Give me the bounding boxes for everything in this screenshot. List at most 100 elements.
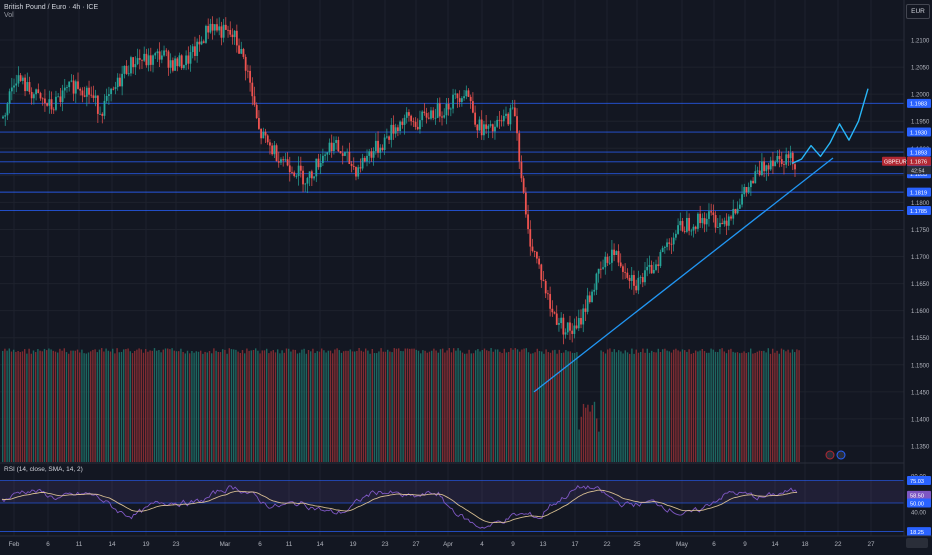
volume-bar bbox=[420, 353, 422, 462]
candle-body bbox=[81, 90, 84, 96]
candle-body bbox=[61, 90, 64, 103]
volume-bar bbox=[59, 348, 61, 462]
candle-body bbox=[586, 295, 589, 312]
candle-body bbox=[385, 136, 388, 138]
candle-body bbox=[213, 24, 216, 31]
candle-body bbox=[143, 53, 146, 61]
volume-bar bbox=[576, 352, 578, 462]
volume-bar bbox=[6, 350, 8, 462]
volume-bar bbox=[455, 350, 457, 462]
volume-bar bbox=[776, 350, 778, 462]
event-icon[interactable] bbox=[836, 450, 846, 460]
volume-bar bbox=[486, 350, 488, 462]
candle-body bbox=[538, 258, 540, 265]
candle-body bbox=[17, 75, 20, 84]
volume-bar bbox=[684, 350, 686, 462]
candle-body bbox=[24, 77, 26, 92]
volume-bar bbox=[587, 404, 589, 462]
candle-body bbox=[703, 218, 706, 225]
price-tick-label: 1.1400 bbox=[911, 417, 930, 423]
candle-body bbox=[224, 24, 227, 30]
volume-bar bbox=[653, 352, 655, 462]
candle-body bbox=[341, 153, 344, 156]
volume-bar bbox=[272, 350, 274, 462]
volume-bar bbox=[492, 351, 494, 462]
volume-bar bbox=[43, 348, 46, 462]
volume-bar bbox=[728, 349, 730, 462]
volume-bar bbox=[365, 348, 367, 462]
candle-body bbox=[480, 119, 483, 136]
candle-body bbox=[560, 317, 563, 324]
volume-bar bbox=[296, 353, 299, 462]
candle-body bbox=[483, 124, 485, 136]
candle-body bbox=[650, 264, 653, 274]
candle-body bbox=[674, 233, 677, 238]
volume-bar bbox=[39, 350, 41, 462]
candle-body bbox=[690, 230, 693, 232]
candle-body bbox=[666, 242, 668, 247]
volume-bar bbox=[772, 348, 774, 462]
volume-bar bbox=[189, 353, 191, 462]
volume-bar bbox=[538, 351, 541, 462]
volume-bar bbox=[424, 350, 426, 462]
candle-body bbox=[745, 186, 748, 193]
candle-body bbox=[608, 262, 611, 264]
alert-icon[interactable] bbox=[825, 450, 835, 460]
candle-body bbox=[511, 107, 514, 109]
volume-label: Vol bbox=[4, 12, 14, 19]
volume-bar bbox=[283, 352, 285, 462]
price-tick-label: 1.1800 bbox=[911, 201, 930, 207]
candle-body bbox=[535, 251, 538, 259]
candle-body bbox=[138, 58, 141, 60]
level-badge-label: 1.1853 bbox=[910, 172, 927, 178]
candle-body bbox=[55, 96, 57, 110]
volume-bar bbox=[736, 352, 739, 462]
candle-body bbox=[498, 119, 501, 121]
volume-bar bbox=[536, 348, 538, 462]
rsi-band bbox=[0, 480, 904, 503]
candle-body bbox=[52, 109, 55, 111]
volume-bar bbox=[668, 351, 670, 462]
volume-bar bbox=[701, 349, 703, 462]
volume-bar bbox=[615, 352, 618, 462]
volume-bar bbox=[116, 348, 118, 462]
candle-body bbox=[233, 30, 236, 38]
volume-bar bbox=[703, 351, 706, 462]
volume-bar bbox=[417, 350, 420, 462]
candle-body bbox=[149, 55, 152, 65]
volume-bar bbox=[63, 348, 65, 462]
volume-bar bbox=[666, 350, 668, 462]
projection-path[interactable] bbox=[791, 88, 869, 165]
candle-body bbox=[785, 154, 788, 165]
price-tick-label: 1.2050 bbox=[911, 66, 930, 72]
symbol-badge[interactable] bbox=[882, 156, 906, 166]
trendline[interactable] bbox=[533, 157, 834, 393]
candle-body bbox=[273, 145, 276, 155]
candle-body bbox=[121, 73, 124, 87]
volume-bar bbox=[620, 351, 622, 462]
candle-body bbox=[776, 155, 779, 162]
level-badge-label: 1.1893 bbox=[910, 150, 927, 156]
time-axis-label: 6 bbox=[258, 541, 262, 548]
candle-body bbox=[551, 308, 554, 313]
volume-bar bbox=[290, 351, 292, 462]
candle-body bbox=[284, 159, 287, 161]
volume-bar bbox=[582, 403, 585, 462]
candle-body bbox=[310, 171, 313, 179]
settings-icon[interactable] bbox=[906, 538, 928, 548]
candle-body bbox=[280, 159, 282, 163]
candle-body bbox=[602, 267, 604, 269]
level-badge-label: 1.1930 bbox=[910, 130, 927, 136]
volume-bar bbox=[305, 353, 307, 462]
candle-body bbox=[103, 100, 106, 116]
candle-body bbox=[119, 77, 121, 87]
volume-bar bbox=[402, 351, 404, 462]
candle-body bbox=[502, 115, 505, 122]
time-axis-label: 23 bbox=[172, 541, 180, 548]
volume-bar bbox=[413, 348, 415, 462]
currency-button[interactable]: EUR bbox=[906, 4, 930, 19]
volume-bar bbox=[389, 351, 391, 462]
candle-body bbox=[207, 25, 210, 33]
